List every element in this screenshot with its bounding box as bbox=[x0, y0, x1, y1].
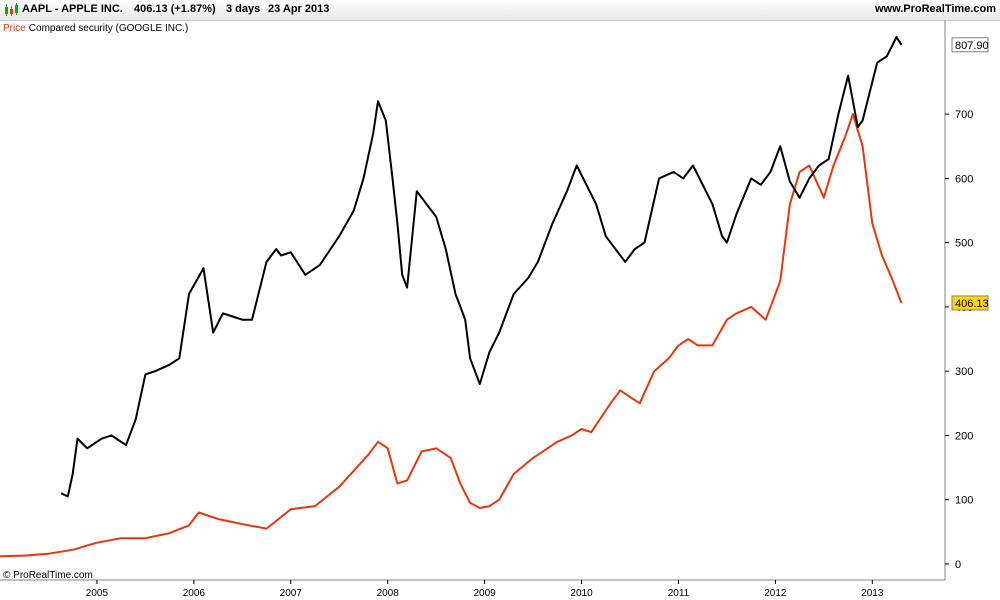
instrument-title: AAPL - APPLE INC. bbox=[22, 3, 123, 15]
last-quote: 406.13 (+1.87%) bbox=[134, 3, 216, 15]
y-tick-label: 0 bbox=[955, 559, 961, 571]
y-tick-label: 700 bbox=[955, 109, 973, 121]
legend-compared-label: Compared security (GOOGLE INC.) bbox=[28, 23, 189, 34]
site-link[interactable]: www.ProRealTime.com bbox=[874, 3, 996, 15]
y-tick-label: 200 bbox=[955, 430, 973, 442]
google-last-value-tag-box bbox=[951, 37, 989, 53]
date-label: 23 Apr 2013 bbox=[268, 3, 330, 15]
x-tick-label: 2007 bbox=[280, 588, 303, 599]
aapl-price-line bbox=[0, 113, 903, 558]
x-tick-label: 2006 bbox=[183, 588, 206, 599]
period-label: 3 days bbox=[226, 3, 261, 15]
copyright-footer: © ProRealTime.com bbox=[3, 570, 93, 581]
y-tick-label: 500 bbox=[955, 238, 973, 250]
x-tick-label: 2012 bbox=[764, 588, 787, 599]
x-tick-label: 2005 bbox=[86, 588, 109, 599]
aapl-last-value-tag: 406.13 bbox=[955, 298, 989, 310]
y-tick-label: 300 bbox=[955, 366, 973, 378]
x-tick-label: 2009 bbox=[473, 588, 496, 599]
x-tick-label: 2013 bbox=[861, 588, 884, 599]
y-tick-label: 100 bbox=[955, 495, 973, 507]
google-last-value-tag: 807.90 bbox=[955, 40, 989, 52]
google-compared-line bbox=[60, 36, 903, 498]
aapl-last-value-tag-box bbox=[951, 295, 989, 311]
x-tick-label: 2010 bbox=[570, 588, 593, 599]
chart-legend: Price Compared security (GOOGLE INC.) bbox=[3, 23, 188, 34]
candlestick-chart-icon bbox=[5, 3, 18, 16]
x-tick-label: 2011 bbox=[668, 588, 690, 599]
y-tick-label: 600 bbox=[955, 173, 973, 185]
title-bar: AAPL - APPLE INC. 406.13 (+1.87%) 3 days… bbox=[0, 0, 1000, 21]
x-tick-label: 2008 bbox=[377, 588, 400, 599]
legend-price-label: Price bbox=[3, 23, 26, 34]
